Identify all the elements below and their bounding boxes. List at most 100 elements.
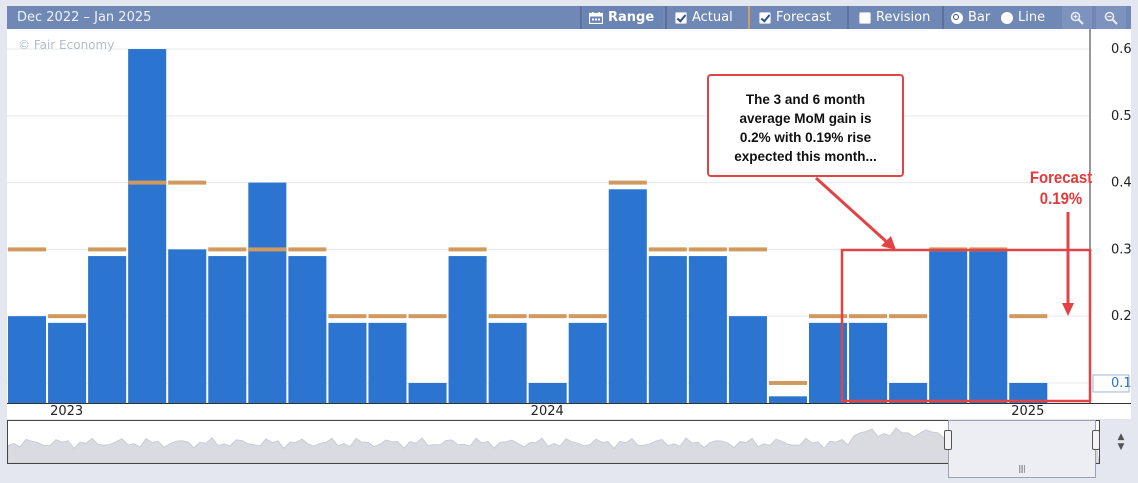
forecast-annotation: Forecast 0.19% (1023, 167, 1099, 209)
actual-bar (849, 322, 888, 403)
calendar-icon (589, 11, 603, 24)
forecast-toggle[interactable]: Forecast (753, 6, 837, 29)
actual-bar (288, 256, 327, 403)
actual-bar (248, 182, 287, 403)
actual-label: Actual (692, 10, 733, 25)
forecast-marker (608, 180, 647, 185)
revision-toggle[interactable]: Revision (853, 6, 936, 29)
bar-radio[interactable] (951, 11, 963, 24)
line-radio[interactable] (1001, 11, 1013, 24)
toolbar-divider (748, 6, 750, 29)
x-tick-label: 2024 (530, 404, 564, 419)
actual-bar (408, 382, 447, 403)
forecast-marker (8, 247, 47, 252)
actual-bar (1009, 382, 1048, 403)
y-tick-label: 0.6 (1111, 42, 1131, 57)
forecast-marker (248, 247, 287, 252)
actual-bar (969, 249, 1008, 403)
actual-bar (648, 256, 687, 403)
actual-bar (768, 396, 807, 403)
forecast-marker (528, 314, 567, 319)
forecast-marker (168, 180, 207, 185)
actual-checkbox[interactable] (675, 11, 687, 24)
actual-bar (128, 49, 167, 403)
forecast-marker (568, 314, 607, 319)
bar-chart: 0.1 0.2 0.3 0.4 0.5 0.6 (7, 29, 1131, 403)
line-label: Line (1018, 10, 1046, 25)
zoom-out-button[interactable] (1096, 6, 1126, 29)
actual-bar (728, 316, 767, 403)
toolbar-divider (665, 6, 667, 29)
y-tick-highlight (1092, 374, 1130, 393)
x-tick-label: 2023 (50, 404, 84, 419)
forecast-marker (448, 247, 487, 252)
x-tick-label: 2025 (1011, 404, 1045, 419)
date-range-title: Dec 2022 – Jan 2025 (17, 10, 152, 25)
forecast-label: Forecast (776, 10, 832, 25)
actual-bar (48, 322, 87, 403)
zoom-out-icon (1104, 11, 1118, 25)
line-mode-option[interactable]: Line (995, 6, 1051, 29)
navigator-scroll-arrows-icon[interactable]: ▲ ▼ (1117, 432, 1125, 452)
zoom-in-button[interactable] (1062, 6, 1092, 29)
forecast-annotation-title: Forecast (1029, 168, 1093, 187)
actual-bar (608, 189, 647, 403)
actual-bar (448, 256, 487, 403)
zoom-in-icon (1070, 11, 1084, 25)
forecast-marker (768, 380, 807, 385)
forecast-marker (488, 314, 527, 319)
navigator-strip[interactable] (7, 420, 1100, 464)
actual-bar (929, 249, 968, 403)
revision-checkbox[interactable] (859, 11, 871, 24)
bar-mode-option[interactable]: Bar (945, 6, 996, 29)
range-navigator[interactable]: |||| ▲ ▼ (7, 420, 1131, 478)
actual-bar (809, 322, 848, 403)
actual-bar (889, 382, 928, 403)
forecast-annotation-value: 0.19% (1039, 189, 1083, 208)
navigator-sparkline (7, 427, 1100, 464)
toolbar-divider (847, 6, 849, 29)
navigator-selection-window[interactable]: |||| (948, 420, 1096, 478)
forecast-marker (849, 314, 888, 319)
callout-line: expected this month... (734, 149, 877, 164)
callout-line: The 3 and 6 month (745, 92, 866, 107)
y-tick-label: 0.1 (1111, 376, 1131, 391)
forecast-marker (288, 247, 327, 252)
y-tick-label: 0.2 (1111, 309, 1131, 324)
y-tick-label: 0.5 (1111, 109, 1131, 124)
forecast-marker (728, 247, 767, 252)
forecast-marker (208, 247, 247, 252)
actual-bar (368, 322, 407, 403)
range-label: Range (608, 10, 655, 25)
watermark: © Fair Economy (18, 38, 115, 52)
navigator-right-handle[interactable] (1092, 430, 1100, 450)
actual-bar (168, 249, 207, 403)
bar-label: Bar (968, 10, 991, 25)
y-tick-label: 0.4 (1111, 176, 1131, 191)
range-button[interactable]: Range (583, 6, 663, 29)
actual-toggle[interactable]: Actual (669, 6, 739, 29)
chart-toolbar: Dec 2022 – Jan 2025 Range Actual Forecas… (7, 6, 1131, 29)
navigator-grip-icon[interactable]: |||| (1018, 464, 1026, 473)
revision-label: Revision (876, 10, 931, 25)
annotation-callout: The 3 and 6 month average MoM gain is 0.2%… (707, 74, 904, 177)
forecast-marker (408, 314, 447, 319)
toolbar-divider (942, 6, 944, 29)
forecast-marker (648, 247, 687, 252)
forecast-marker (688, 247, 727, 252)
forecast-checkbox[interactable] (759, 11, 771, 24)
forecast-marker (328, 314, 367, 319)
x-axis: 2023 2024 2025 (7, 403, 1131, 419)
forecast-marker (929, 247, 968, 252)
forecast-marker (809, 314, 848, 319)
forecast-marker (969, 247, 1008, 252)
callout-line: 0.2% with 0.19% rise (739, 130, 872, 145)
forecast-marker (128, 180, 167, 185)
forecast-marker (88, 247, 127, 252)
y-tick-label: 0.3 (1111, 242, 1131, 257)
forecast-marker (48, 314, 87, 319)
actual-bar (8, 316, 47, 403)
navigator-left-handle[interactable] (944, 430, 952, 450)
plot-area: 0.1 0.2 0.3 0.4 0.5 0.6 © Fair Economy (7, 29, 1131, 403)
